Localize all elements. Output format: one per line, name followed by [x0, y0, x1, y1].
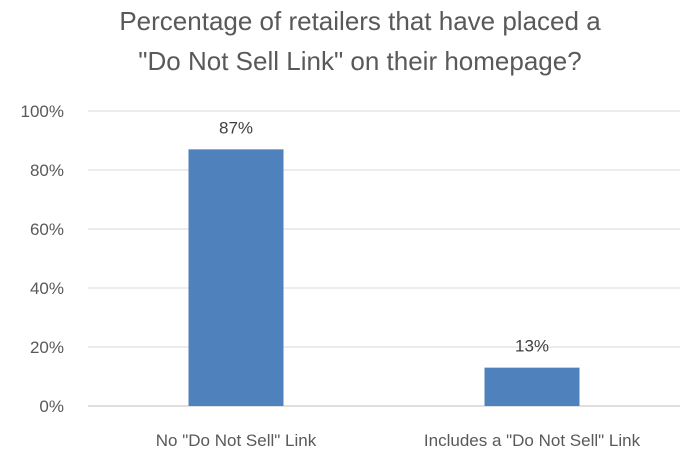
y-tick-label-20: 20%	[30, 338, 64, 357]
category-labels: No "Do Not Sell" Link Includes a "Do Not …	[156, 431, 641, 450]
chart-title-line-2: "Do Not Sell Link" on their homepage?	[138, 46, 581, 76]
chart-title: Percentage of retailers that have placed…	[119, 6, 601, 76]
y-tick-label-60: 60%	[30, 220, 64, 239]
chart-title-line-1: Percentage of retailers that have placed…	[119, 6, 601, 36]
bar-0	[188, 149, 284, 406]
y-axis-tick-labels: 0% 20% 40% 60% 80% 100%	[21, 102, 64, 416]
y-tick-label-40: 40%	[30, 279, 64, 298]
y-tick-label-0: 0%	[39, 397, 64, 416]
bar-1	[484, 367, 580, 406]
gridlines	[88, 110, 680, 407]
y-tick-label-80: 80%	[30, 161, 64, 180]
bars	[188, 149, 580, 406]
category-label-0: No "Do Not Sell" Link	[156, 431, 317, 450]
data-label-0: 87%	[219, 118, 253, 137]
data-labels: 87% 13%	[219, 118, 549, 355]
data-label-1: 13%	[515, 337, 549, 356]
y-tick-label-100: 100%	[21, 102, 64, 121]
category-label-1: Includes a "Do Not Sell" Link	[424, 431, 641, 450]
